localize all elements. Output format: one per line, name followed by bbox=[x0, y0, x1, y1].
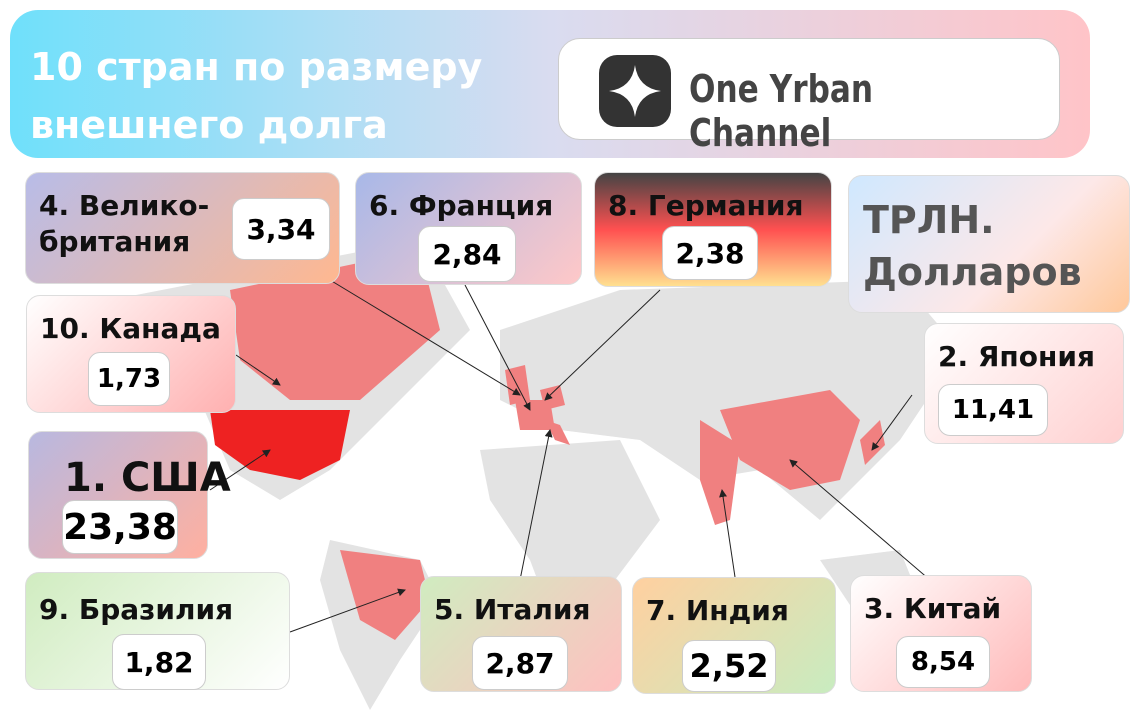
country-value: 2,87 bbox=[472, 636, 568, 690]
label-line: 2. Япония bbox=[938, 340, 1095, 373]
country-value: 2,52 bbox=[682, 640, 776, 692]
country-label: 4. Велико-британия bbox=[39, 188, 209, 260]
label-line: 7. Индия bbox=[646, 594, 789, 627]
title-line: 10 стран по размеру bbox=[30, 45, 483, 89]
label-line: 5. Италия bbox=[434, 593, 591, 626]
label-line: 3. Китай bbox=[864, 592, 1002, 625]
channel-logo bbox=[599, 55, 671, 127]
country-label: 5. Италия bbox=[434, 592, 591, 628]
country-value: 2,84 bbox=[418, 226, 516, 282]
unit-line: Долларов bbox=[863, 250, 1082, 294]
country-label: 2. Япония bbox=[938, 339, 1095, 375]
country-value: 8,54 bbox=[896, 636, 990, 688]
label-line: 10. Канада bbox=[40, 312, 221, 345]
label-line: 9. Бразилия bbox=[39, 593, 234, 626]
label-line: 6. Франция bbox=[369, 189, 554, 222]
label-line: 4. Велико- bbox=[39, 189, 210, 222]
label-line: 1. США bbox=[64, 455, 231, 501]
country-value: 1,82 bbox=[112, 634, 206, 690]
country-label: 6. Франция bbox=[369, 188, 553, 224]
country-label: 9. Бразилия bbox=[39, 592, 233, 628]
title: 10 стран по размеру внешнего долга bbox=[30, 38, 482, 154]
country-label: 3. Китай bbox=[864, 591, 1001, 627]
country-label: 8. Германия bbox=[608, 188, 803, 224]
country-value: 11,41 bbox=[938, 384, 1048, 436]
country-value: 3,34 bbox=[232, 198, 330, 260]
unit-box: ТРЛН. Долларов bbox=[848, 175, 1130, 313]
title-line: внешнего долга bbox=[30, 103, 388, 147]
country-label: 7. Индия bbox=[646, 593, 789, 629]
label-line: британия bbox=[39, 225, 191, 258]
unit-line: ТРЛН. bbox=[863, 198, 995, 242]
country-label: 10. Канада bbox=[40, 311, 221, 347]
channel-box: One Yrban Channel bbox=[558, 38, 1060, 155]
channel-name: One Yrban Channel bbox=[689, 67, 874, 155]
country-value: 2,38 bbox=[662, 226, 758, 280]
country-value: 1,73 bbox=[88, 352, 170, 406]
label-line: 8. Германия bbox=[608, 189, 804, 222]
country-value: 23,38 bbox=[62, 500, 178, 554]
country-label: 1. США bbox=[64, 453, 231, 503]
